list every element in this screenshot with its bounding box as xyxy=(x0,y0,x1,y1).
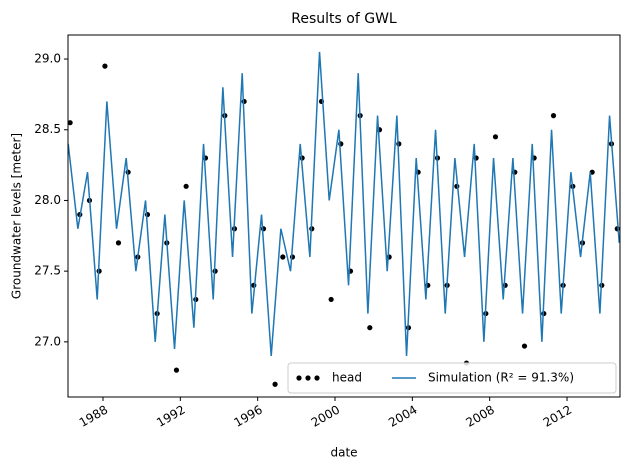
x-tick-label: 1996 xyxy=(231,403,264,430)
head-point xyxy=(521,343,528,349)
x-tick-label: 2000 xyxy=(309,403,342,430)
head-point xyxy=(102,63,108,69)
legend-marker xyxy=(314,375,320,381)
head-point xyxy=(68,120,73,126)
x-tick-label: 2004 xyxy=(386,403,419,430)
chart-title: Results of GWL xyxy=(291,11,397,27)
axes-frame xyxy=(67,34,621,398)
plot-area xyxy=(68,51,620,387)
x-tick-label: 2008 xyxy=(463,403,496,430)
head-point xyxy=(183,183,189,189)
x-tick-label: 1988 xyxy=(77,403,110,430)
head-point xyxy=(280,254,286,260)
head-point xyxy=(272,381,278,387)
y-axis-label: Groundwater levels [meter] xyxy=(10,133,24,299)
y-tick-label: 28.0 xyxy=(34,193,61,207)
y-tick-label: 28.5 xyxy=(34,122,61,136)
x-axis-label: date xyxy=(330,446,357,460)
legend-label: head xyxy=(332,371,362,385)
head-point xyxy=(492,134,499,140)
legend-marker xyxy=(305,375,311,381)
head-point xyxy=(367,325,373,331)
x-tick-label: 2012 xyxy=(541,403,574,430)
x-tick-label: 1992 xyxy=(154,403,187,430)
head-point xyxy=(328,296,334,303)
y-tick-label: 27.5 xyxy=(34,264,61,278)
legend-marker xyxy=(296,375,302,381)
head-point xyxy=(550,113,557,119)
legend-box xyxy=(287,362,617,394)
y-tick-label: 27.0 xyxy=(34,334,61,348)
y-tick-label: 29.0 xyxy=(34,52,61,66)
head-point xyxy=(173,367,180,373)
legend-label: Simulation (R² = 91.3%) xyxy=(428,371,574,385)
simulation-line xyxy=(68,51,620,357)
head-point xyxy=(115,240,122,246)
